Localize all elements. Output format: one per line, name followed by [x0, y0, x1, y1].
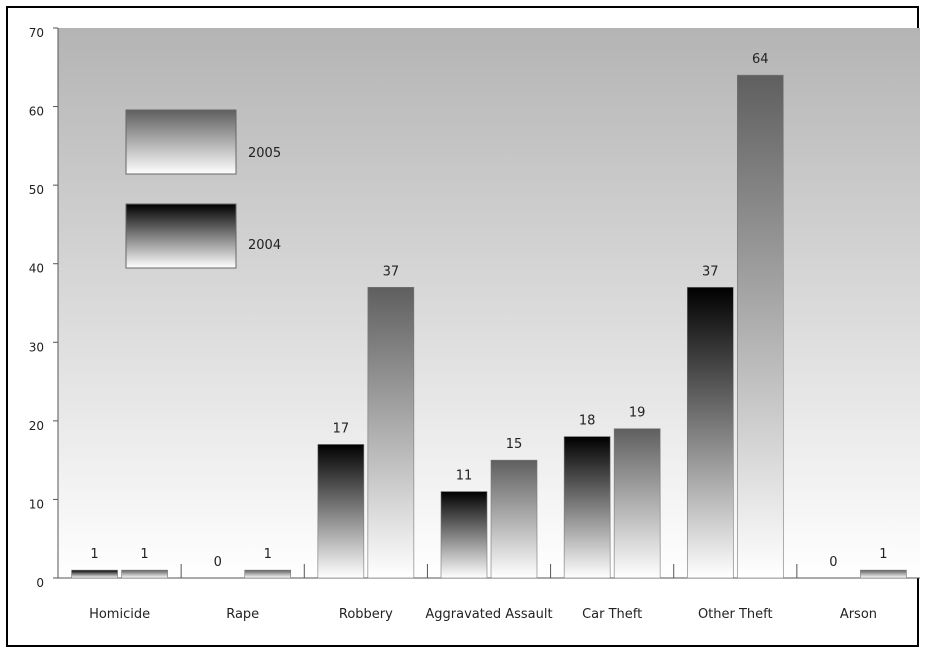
data-label-2005: 19	[629, 406, 646, 421]
legend: 2005 2004	[125, 109, 281, 269]
y-tick-label: 60	[29, 105, 44, 119]
category-label: Homicide	[89, 607, 150, 622]
data-label-2004: 1	[90, 547, 98, 562]
bar-2005	[613, 428, 661, 579]
y-tick-label: 30	[29, 340, 44, 354]
data-label-2004: 17	[333, 421, 350, 436]
bar-2005	[490, 459, 538, 579]
y-tick-label: 0	[36, 576, 44, 590]
data-label-2004: 0	[214, 555, 222, 570]
category-label: Aggravated Assault	[425, 607, 552, 622]
bar-2005	[860, 569, 907, 579]
y-tick-label: 70	[29, 26, 44, 40]
bar-2005	[367, 286, 415, 579]
bar-2004	[686, 286, 734, 579]
data-label-2005: 1	[264, 547, 272, 562]
legend-label-2005: 2005	[248, 146, 281, 161]
data-label-2005: 1	[140, 547, 148, 562]
legend-label-2004: 2004	[248, 238, 281, 253]
data-label-2004: 0	[829, 555, 837, 570]
data-label-2004: 18	[579, 414, 596, 429]
category-labels: Homicide Rape Robbery Aggravated Assault Car…	[89, 607, 877, 622]
y-tick-label: 20	[29, 419, 44, 433]
bar-2004	[71, 569, 118, 579]
category-label: Robbery	[339, 607, 393, 622]
category-label: Other Theft	[698, 607, 773, 622]
bars	[71, 74, 907, 579]
legend-swatch-2005	[125, 109, 237, 175]
bar-2005	[244, 569, 292, 579]
data-label-2005: 15	[506, 437, 523, 452]
category-label: Rape	[226, 607, 259, 622]
data-label-2004: 11	[456, 469, 473, 484]
y-tick-label: 40	[29, 262, 44, 276]
y-tick-label: 50	[29, 183, 44, 197]
bar-2005	[121, 569, 168, 579]
bar-2004	[440, 491, 488, 579]
bar-2004	[317, 444, 365, 579]
data-label-2005: 64	[752, 52, 769, 67]
category-label: Arson	[840, 607, 877, 622]
legend-swatch-2004	[125, 203, 237, 269]
bar-2005	[736, 74, 784, 579]
y-axis-ticks: 0 10 20 30 40 50 60 70	[29, 26, 58, 590]
data-label-2004: 37	[702, 264, 719, 279]
data-label-2005: 1	[879, 547, 887, 562]
category-label: Car Theft	[582, 607, 642, 622]
category-separators	[180, 564, 798, 578]
y-tick-label: 10	[29, 497, 44, 511]
bar-2004	[563, 436, 611, 579]
data-label-2005: 37	[383, 264, 400, 279]
